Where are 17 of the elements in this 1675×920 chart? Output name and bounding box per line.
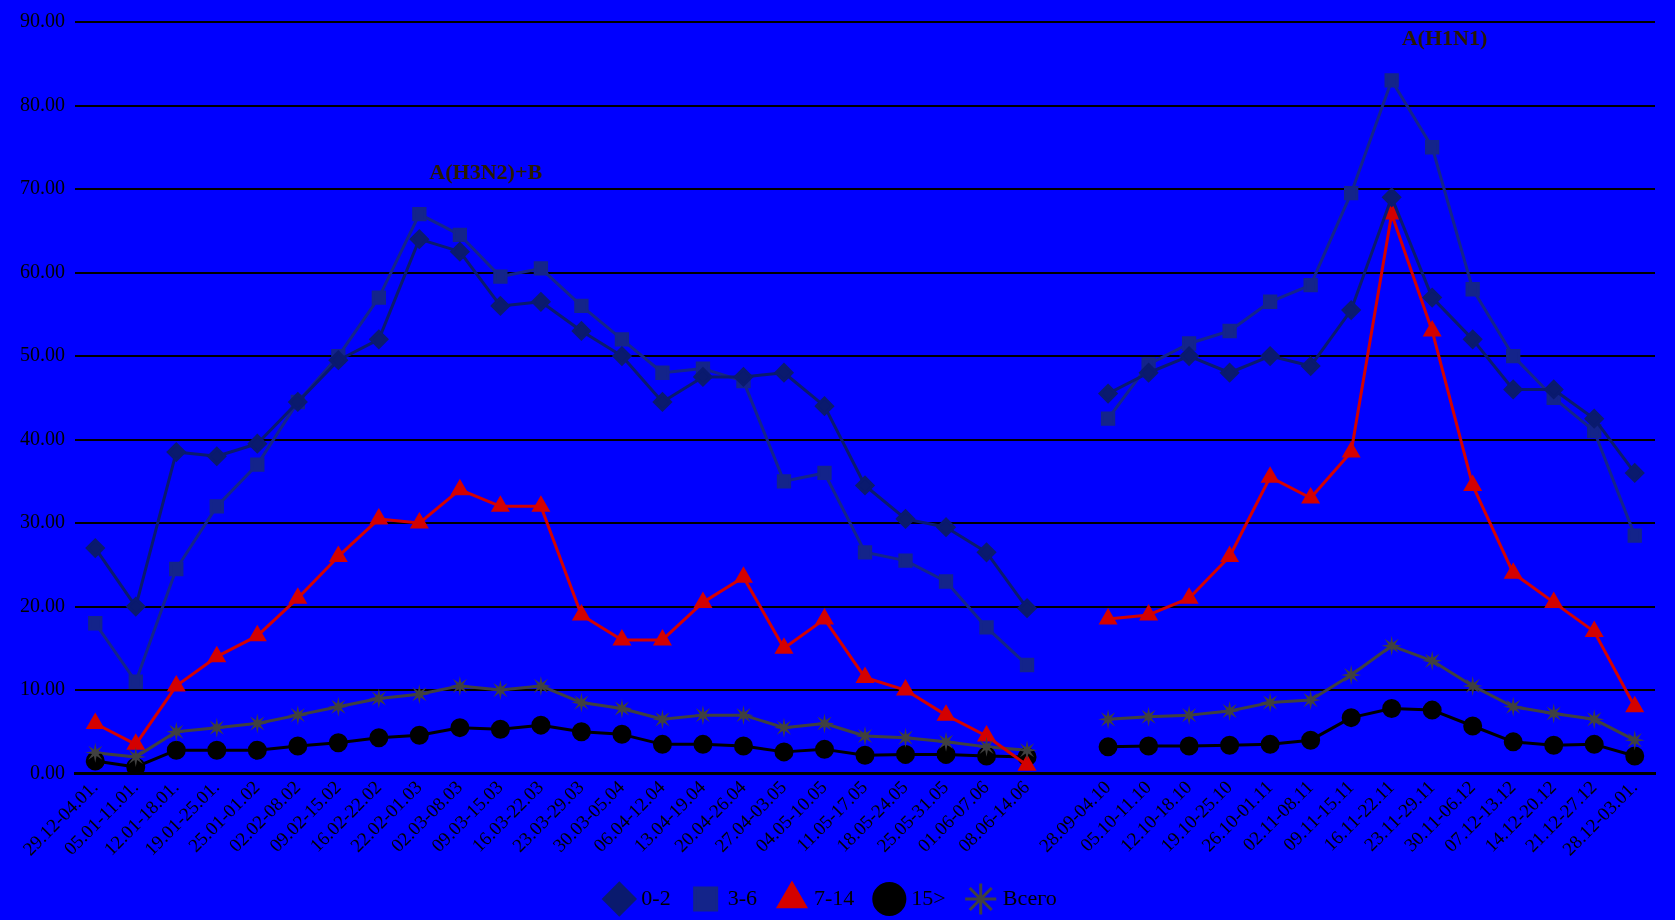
- y-tick-label: 30.00: [20, 510, 65, 533]
- legend-label: 15>: [911, 884, 946, 910]
- y-tick-label: 20.00: [20, 593, 65, 616]
- y-tick-label: 90.00: [20, 9, 65, 32]
- y-tick-label: 40.00: [20, 426, 65, 449]
- legend-label: 3-6: [727, 884, 757, 910]
- annotation: A(H1N1): [1401, 25, 1488, 51]
- annotation: A(H3N2)+B: [429, 158, 543, 184]
- y-tick-label: 80.00: [20, 92, 65, 115]
- legend-label: 7-14: [813, 884, 855, 910]
- y-tick-label: 60.00: [20, 259, 65, 282]
- y-tick-label: 10.00: [20, 677, 65, 700]
- legend-label: 0-2: [641, 884, 671, 910]
- y-tick-label: 70.00: [20, 176, 65, 199]
- legend-label: Всего: [1002, 884, 1057, 910]
- y-tick-label: 50.00: [20, 343, 65, 366]
- y-tick-label: 0.00: [30, 760, 65, 783]
